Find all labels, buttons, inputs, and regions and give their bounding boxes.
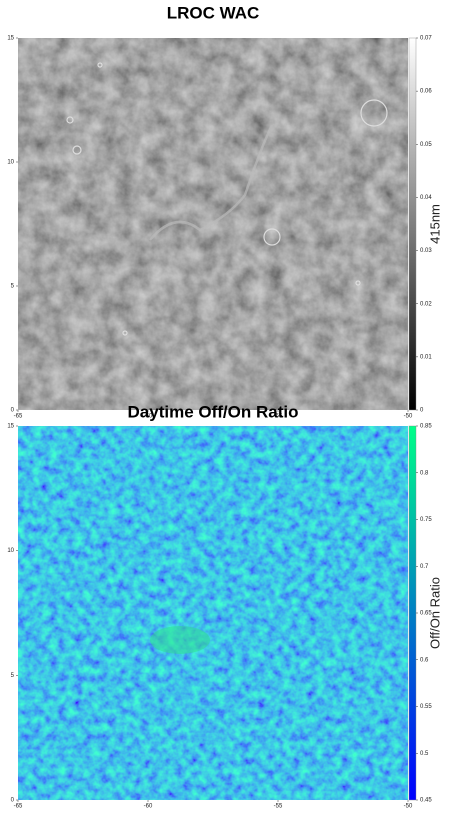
x-tick-label: -50 xyxy=(404,804,413,810)
y-tick-label: 15 xyxy=(7,36,14,42)
colorbar-tick-label: 0.03 xyxy=(420,248,432,254)
y-tick-label: 5 xyxy=(11,284,15,290)
colorbar-tick-label: 0.8 xyxy=(420,470,429,476)
chart-title: LROC WAC xyxy=(167,3,260,22)
y-tick-label: 10 xyxy=(7,548,14,554)
colorbar-label: Off/On Ratio xyxy=(427,577,442,649)
x-tick-label: -65 xyxy=(14,804,23,810)
colorbar-tick-label: 0.01 xyxy=(420,354,432,360)
image xyxy=(18,426,408,800)
colorbar-tick-label: 0.07 xyxy=(420,36,432,42)
colorbar-tick-label: 0.04 xyxy=(420,195,432,201)
colorbar-tick-label: 0.7 xyxy=(420,564,429,570)
y-tick-label: 10 xyxy=(7,160,14,166)
x-tick-label: -65 xyxy=(14,414,23,420)
colorbar-tick-label: 0.75 xyxy=(420,517,432,523)
x-tick-label: -50 xyxy=(404,414,413,420)
figure: LROC WAC-65-60-55-5005101500.010.020.030… xyxy=(0,0,451,833)
chart-title: Daytime Off/On Ratio xyxy=(128,402,299,421)
y-tick-label: 15 xyxy=(7,424,14,430)
colorbar-tick-label: 0.85 xyxy=(420,424,432,430)
bright-patch xyxy=(150,626,210,654)
colorbar-tick-label: 0.02 xyxy=(420,301,432,307)
y-tick-label: 5 xyxy=(11,673,15,679)
x-tick-label: -55 xyxy=(274,804,283,810)
colorbar-tick-label: 0.05 xyxy=(420,142,432,148)
colorbar-tick-label: 0.06 xyxy=(420,89,432,95)
colorbar-tick-label: 0.45 xyxy=(420,798,432,804)
colorbar-label: 415nm xyxy=(427,204,442,244)
colorbar xyxy=(409,38,416,410)
colorbar-tick-label: 0 xyxy=(420,408,424,414)
colorbar-tick-label: 0.55 xyxy=(420,704,432,710)
colorbar-tick-label: 0.6 xyxy=(420,657,429,663)
colorbar-tick-label: 0.5 xyxy=(420,751,429,757)
colorbar xyxy=(409,426,416,800)
x-tick-label: -60 xyxy=(144,804,153,810)
